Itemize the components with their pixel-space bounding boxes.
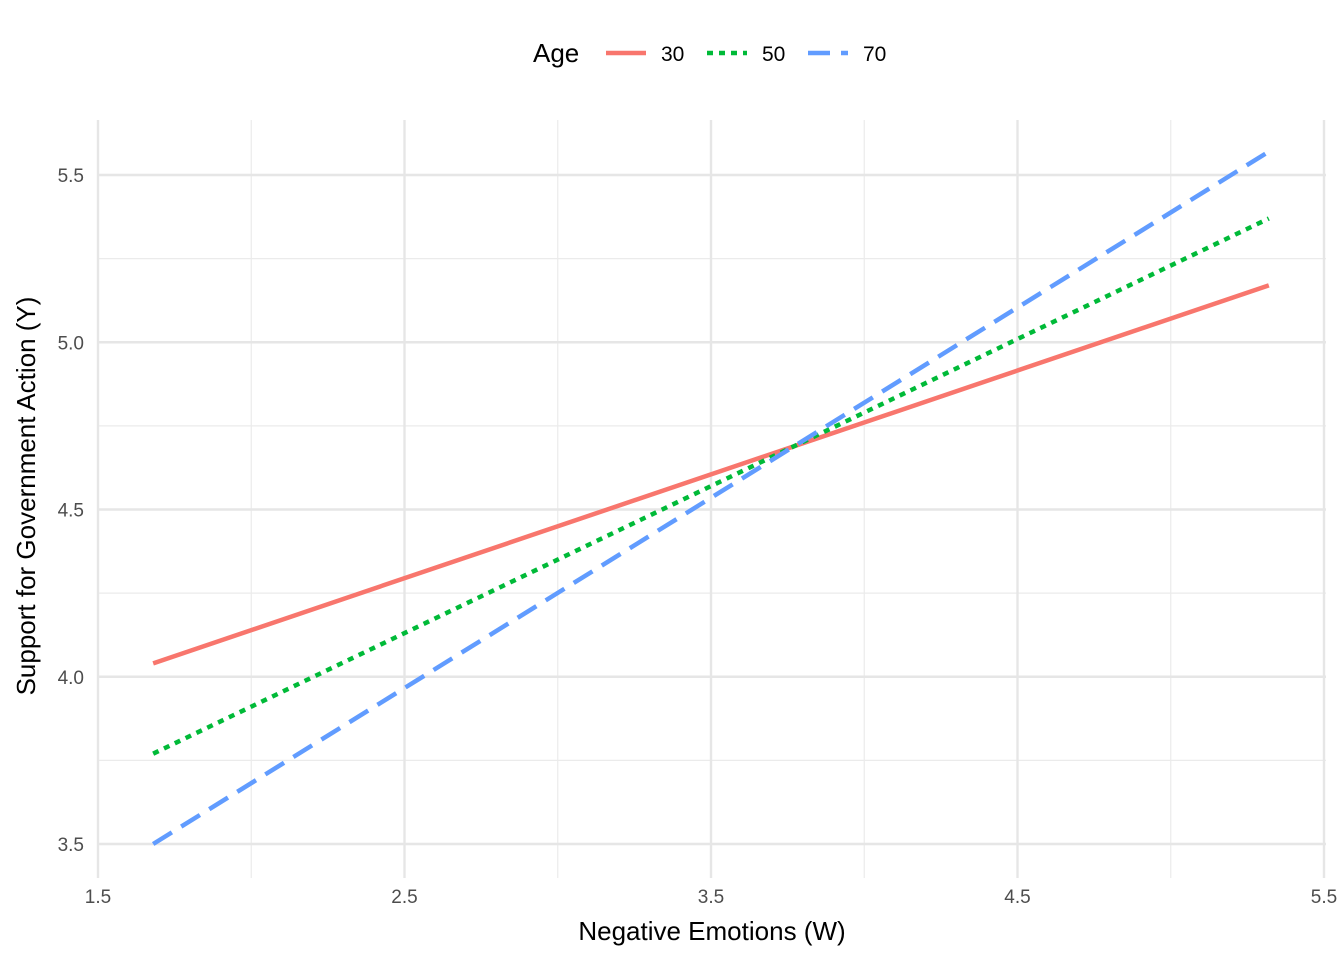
y-tick-label: 4.5 [58, 501, 84, 522]
series-line-50 [152, 216, 1270, 756]
legend-title: Age [533, 38, 579, 68]
legend-entries: 30 50 70 [606, 43, 886, 66]
legend-label-70: 70 [863, 43, 886, 66]
x-tick-label: 5.5 [1311, 887, 1337, 908]
legend-label-30: 30 [661, 43, 684, 66]
legend-label-50: 50 [762, 43, 785, 66]
y-tick-label: 3.5 [58, 835, 84, 856]
major-gridlines [96, 120, 1326, 878]
y-axis-title: Support for Government Action (Y) [11, 297, 41, 696]
series-line-30 [152, 283, 1270, 666]
x-tick-label: 4.5 [1004, 887, 1030, 908]
series-lines [151, 149, 1271, 846]
y-tick-label: 5.0 [58, 333, 84, 354]
y-tick-label: 5.5 [58, 166, 84, 187]
y-tick-label: 4.0 [58, 668, 84, 689]
series-line-70 [151, 149, 1271, 846]
x-tick-label: 3.5 [698, 887, 724, 908]
legend: Age 30 50 70 [533, 38, 886, 68]
x-tick-label: 1.5 [85, 887, 111, 908]
x-tick-label: 2.5 [391, 887, 417, 908]
y-axis-tick-labels: 3.5 4.0 4.5 5.0 5.5 [58, 166, 84, 856]
x-axis-tick-labels: 1.5 2.5 3.5 4.5 5.5 [85, 887, 1337, 908]
x-axis-title: Negative Emotions (W) [578, 916, 845, 946]
